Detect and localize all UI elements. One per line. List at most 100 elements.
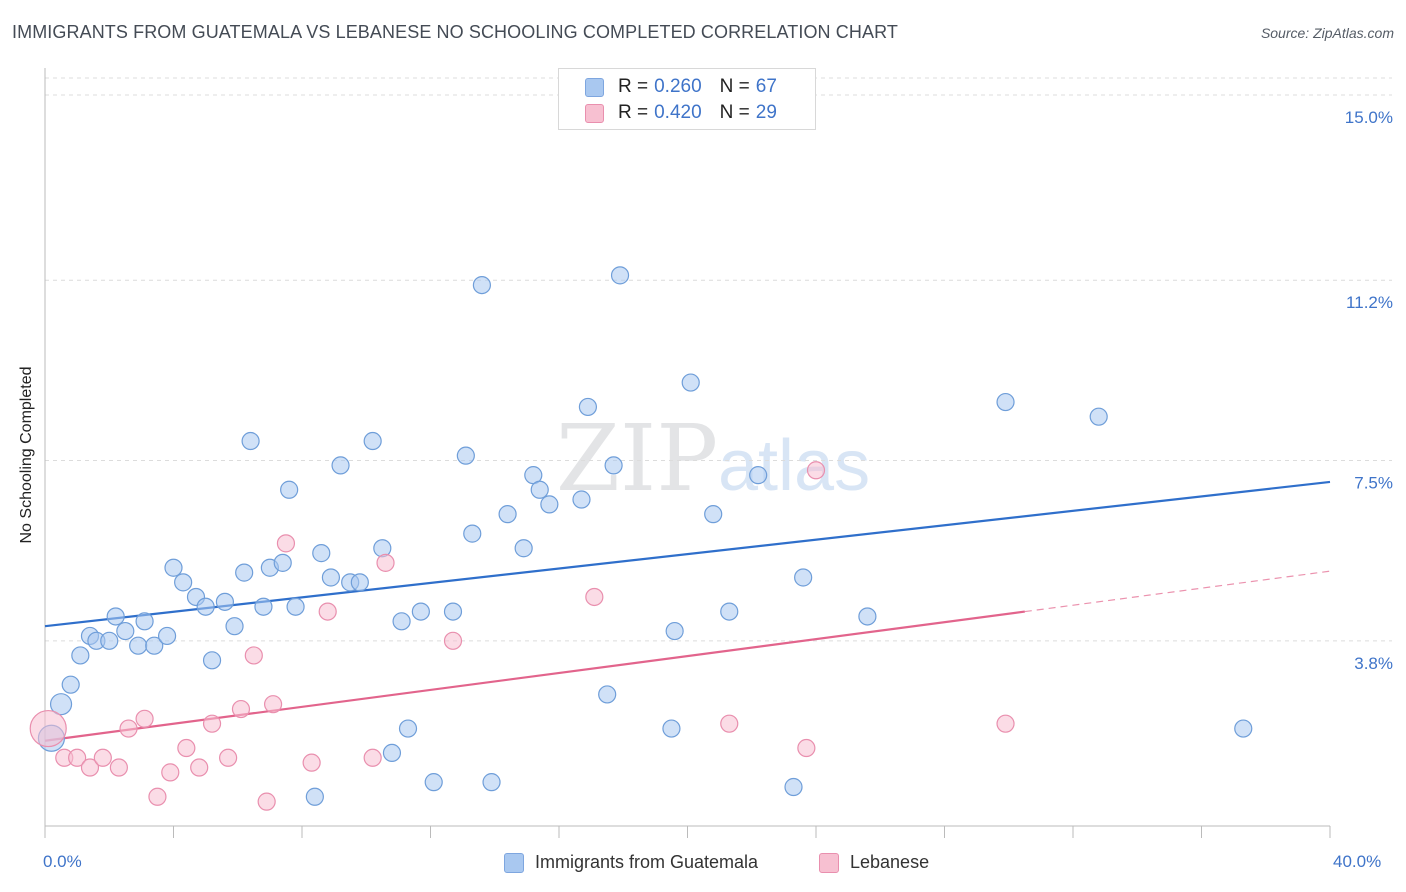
legend: R = 0.260 N = 67 R = 0.420 N = 29 xyxy=(558,68,816,130)
point-lebanese xyxy=(585,587,604,607)
point-guatemala xyxy=(312,544,331,563)
point-guatemala xyxy=(106,607,125,626)
point-lebanese xyxy=(29,709,67,748)
point-guatemala xyxy=(164,558,183,577)
legend-n-value: 67 xyxy=(755,76,777,97)
point-guatemala xyxy=(996,392,1015,412)
point-guatemala xyxy=(286,597,305,616)
point-lebanese xyxy=(177,738,196,758)
point-guatemala xyxy=(196,597,215,616)
point-guatemala xyxy=(749,466,768,485)
point-guatemala xyxy=(280,480,299,499)
point-guatemala xyxy=(514,539,533,558)
point-guatemala xyxy=(598,685,617,704)
point-lebanese xyxy=(263,695,283,714)
point-guatemala xyxy=(578,397,598,417)
point-lebanese xyxy=(119,719,138,738)
legend-r-label: R = xyxy=(618,76,649,97)
point-guatemala xyxy=(720,602,739,621)
point-guatemala xyxy=(382,743,402,763)
point-lebanese xyxy=(376,553,395,572)
point-lebanese xyxy=(363,748,382,767)
bottom-legend-label-lebanese: Lebanese xyxy=(850,852,930,872)
y-tick-label: 15.0% xyxy=(1345,108,1393,127)
point-guatemala xyxy=(321,568,341,587)
y-tick-label: 11.2% xyxy=(1346,293,1393,312)
point-lebanese xyxy=(276,534,296,553)
data-points xyxy=(29,266,1253,811)
legend-r-value: 0.260 xyxy=(654,76,702,97)
legend-n-value: 29 xyxy=(755,102,777,123)
point-guatemala xyxy=(145,636,164,655)
y-tick-labels: 3.8% 7.5% 11.2% 15.0% xyxy=(1345,108,1393,673)
point-guatemala xyxy=(350,573,369,592)
point-guatemala xyxy=(49,693,73,716)
point-guatemala xyxy=(424,773,443,792)
point-lebanese xyxy=(109,758,128,777)
point-guatemala xyxy=(241,431,260,451)
point-guatemala xyxy=(1234,719,1253,738)
bottom-legend-lebanese: Lebanese xyxy=(819,852,929,873)
point-guatemala xyxy=(235,563,254,582)
point-guatemala xyxy=(157,626,177,646)
point-guatemala xyxy=(254,597,273,616)
legend-r-value: 0.420 xyxy=(654,102,702,123)
bottom-legend-swatch-guatemala xyxy=(504,852,524,873)
point-guatemala xyxy=(463,524,482,543)
point-guatemala xyxy=(443,602,463,621)
point-guatemala xyxy=(572,490,591,509)
point-guatemala xyxy=(681,373,700,392)
point-guatemala xyxy=(604,456,623,475)
bottom-legend-swatch-lebanese xyxy=(819,852,839,873)
point-lebanese xyxy=(161,763,180,782)
point-guatemala xyxy=(116,621,135,641)
point-lebanese xyxy=(68,748,87,767)
legend-n-label: N = xyxy=(719,76,750,97)
point-guatemala xyxy=(398,719,418,738)
point-lebanese xyxy=(318,602,337,621)
bottom-legend-guatemala: Immigrants from Guatemala xyxy=(504,852,758,873)
watermark-atlas: atlas xyxy=(718,426,870,506)
point-guatemala xyxy=(784,777,803,797)
point-lebanese xyxy=(190,758,209,777)
watermark: ZIP atlas xyxy=(556,405,870,512)
point-guatemala xyxy=(202,651,222,670)
y-tick-label: 3.8% xyxy=(1354,654,1393,673)
point-lebanese xyxy=(797,738,816,758)
chart-source: Source: ZipAtlas.com xyxy=(1260,25,1394,41)
point-lebanese xyxy=(244,646,263,665)
point-guatemala xyxy=(100,631,119,650)
point-guatemala xyxy=(858,607,877,626)
point-lebanese xyxy=(202,714,222,733)
point-lebanese xyxy=(219,748,238,767)
point-lebanese xyxy=(302,753,321,772)
legend-row-guatemala: R = 0.260 N = 67 xyxy=(585,75,777,99)
legend-row-lebanese: R = 0.420 N = 29 xyxy=(585,101,777,125)
point-guatemala xyxy=(411,602,430,621)
point-guatemala xyxy=(1089,407,1108,426)
point-lebanese xyxy=(93,748,112,767)
axes xyxy=(44,68,1331,838)
point-lebanese xyxy=(135,709,154,728)
point-lebanese xyxy=(720,714,739,733)
point-lebanese xyxy=(148,787,167,806)
x-tick-label-min: 0.0% xyxy=(43,852,82,871)
point-guatemala xyxy=(129,636,148,655)
point-guatemala xyxy=(456,446,475,465)
legend-swatch-guatemala xyxy=(585,77,604,97)
point-guatemala xyxy=(215,592,234,611)
point-lebanese xyxy=(996,714,1015,733)
point-lebanese xyxy=(443,631,463,650)
point-guatemala xyxy=(665,621,684,641)
x-tick-label-max: 40.0% xyxy=(1333,852,1382,871)
point-guatemala xyxy=(530,480,549,499)
chart-title: IMMIGRANTS FROM GUATEMALA VS LEBANESE NO… xyxy=(12,22,898,42)
bottom-legend-label-guatemala: Immigrants from Guatemala xyxy=(535,852,759,872)
trend-line-dashed-1 xyxy=(1024,570,1331,613)
point-guatemala xyxy=(472,276,491,295)
point-guatemala xyxy=(174,573,193,592)
point-guatemala xyxy=(498,505,517,524)
point-lebanese xyxy=(80,758,100,777)
point-guatemala xyxy=(61,675,80,694)
